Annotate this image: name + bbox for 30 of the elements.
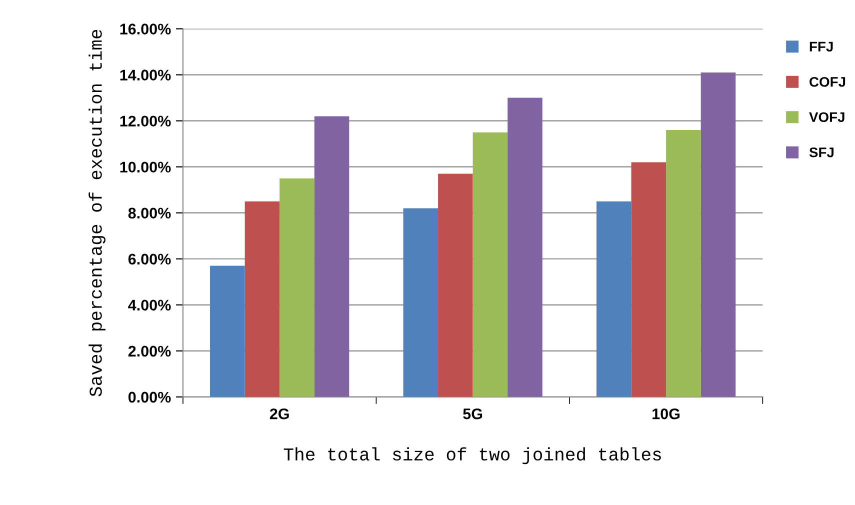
bar: [631, 162, 666, 397]
bar: [508, 98, 542, 397]
legend-label: COFJ: [810, 76, 846, 87]
bar: [314, 116, 350, 397]
x-tick-label: 2G: [270, 408, 289, 420]
legend-label: SFJ: [809, 147, 834, 158]
bar: [700, 72, 736, 397]
y-tick-label: 2.00%: [128, 346, 171, 357]
y-tick-label: 16.00%: [120, 24, 171, 34]
y-tick-label: 0.00%: [128, 392, 171, 403]
bar: [244, 201, 280, 397]
y-tick-label: 4.00%: [128, 300, 171, 311]
y-tick-label: 8.00%: [128, 208, 171, 219]
y-tick-label: 6.00%: [128, 254, 171, 265]
y-tick-label: 12.00%: [120, 116, 171, 127]
bar: [666, 130, 701, 397]
bar: [280, 178, 314, 397]
bar: [596, 201, 632, 397]
x-tick-label: 5G: [463, 408, 482, 420]
legend-label: FFJ: [810, 42, 833, 52]
bar: [210, 266, 245, 397]
x-tick-label: 10G: [652, 408, 680, 420]
bar: [438, 174, 473, 397]
bar: [403, 208, 438, 397]
legend-label: VOFJ: [809, 112, 844, 122]
y-tick-label: 14.00%: [120, 70, 171, 80]
bar: [472, 132, 508, 397]
y-tick-label: 10.00%: [120, 162, 171, 173]
x-axis-title: The total size of two joined tables: [284, 447, 661, 464]
y-axis-title: Saved percentage of execution time: [88, 30, 106, 396]
